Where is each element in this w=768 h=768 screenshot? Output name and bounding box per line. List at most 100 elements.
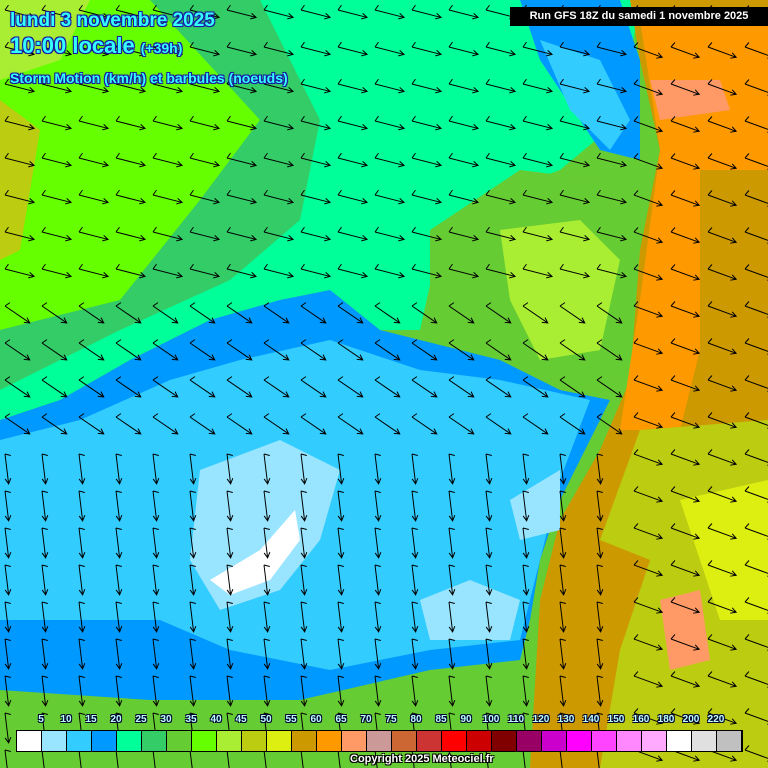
wind-arrow	[41, 490, 49, 522]
wind-arrow	[707, 375, 738, 392]
legend-label: 180	[657, 714, 675, 725]
wind-arrow	[707, 338, 738, 355]
zone-25	[0, 0, 640, 420]
wind-arrow	[189, 453, 197, 485]
legend-swatch	[517, 731, 542, 751]
wind-arrow	[411, 226, 443, 242]
legend-swatch	[692, 731, 717, 751]
wind-arrow	[300, 413, 327, 435]
wind-arrow	[559, 527, 567, 559]
wind-arrow	[4, 675, 12, 707]
wind-arrow	[226, 490, 234, 522]
legend-label: 15	[85, 714, 97, 725]
legend-swatch	[717, 731, 742, 751]
zone-10-south	[420, 580, 520, 640]
wind-arrow	[411, 527, 419, 559]
wind-arrow	[633, 301, 664, 318]
wind-arrow	[4, 413, 31, 435]
wind-arrow	[78, 339, 105, 361]
wind-arrow	[337, 453, 345, 485]
wind-arrow	[485, 41, 517, 57]
legend-swatch	[342, 731, 367, 751]
wind-arrow	[189, 152, 221, 168]
legend-label: 160	[632, 714, 650, 725]
legend-label: 70	[360, 714, 372, 725]
legend-label: 40	[210, 714, 222, 725]
wind-arrow	[263, 601, 271, 633]
wind-arrow	[41, 675, 49, 707]
wind-arrow	[41, 78, 73, 94]
wind-arrow	[226, 675, 234, 707]
legend-swatch	[317, 731, 342, 751]
wind-arrow	[448, 490, 456, 522]
wind-arrow	[189, 4, 221, 20]
wind-arrow	[226, 339, 253, 361]
wind-arrow	[522, 675, 530, 707]
wind-arrow	[670, 116, 701, 133]
zone-45	[0, 0, 90, 80]
wind-arrow	[263, 527, 271, 559]
wind-arrow	[633, 597, 664, 614]
legend-label: 85	[435, 714, 447, 725]
zone-65	[650, 80, 730, 120]
wind-arrow	[78, 78, 110, 94]
wind-arrow	[78, 490, 86, 522]
wind-arrow	[411, 638, 419, 670]
wind-arrow	[226, 376, 253, 398]
wind-arrow	[78, 302, 105, 324]
wind-arrow	[633, 671, 664, 688]
wind-arrow	[744, 597, 768, 614]
wind-arrow	[559, 226, 591, 242]
legend-label: 120	[532, 714, 550, 725]
wind-arrow	[559, 152, 591, 168]
wind-arrow	[522, 339, 549, 361]
wind-arrow	[189, 675, 197, 707]
wind-arrow	[4, 41, 36, 57]
wind-arrow	[485, 115, 517, 131]
wind-arrow	[559, 413, 586, 435]
wind-arrow	[115, 638, 123, 670]
wind-arrow	[448, 263, 480, 279]
wind-arrow	[374, 115, 406, 131]
wind-arrow	[559, 41, 591, 57]
wind-arrow	[300, 564, 308, 596]
wind-arrow	[189, 115, 221, 131]
wind-arrow	[485, 152, 517, 168]
wind-arrow	[152, 675, 160, 707]
wind-arrow	[485, 564, 493, 596]
wind-arrow	[707, 523, 738, 540]
wind-arrow	[522, 226, 554, 242]
wind-arrow	[596, 41, 628, 57]
wind-arrow	[596, 226, 628, 242]
wind-arrow	[300, 638, 308, 670]
wind-arrow	[596, 638, 604, 670]
wind-arrow	[78, 4, 110, 20]
wind-arrow	[41, 527, 49, 559]
wind-arrow	[448, 601, 456, 633]
wind-arrow	[115, 601, 123, 633]
wind-arrow	[411, 152, 443, 168]
legend-swatch	[467, 731, 492, 751]
wind-arrow	[522, 189, 554, 205]
wind-arrow	[485, 226, 517, 242]
wind-arrow	[522, 302, 549, 324]
wind-arrow	[374, 601, 382, 633]
wind-arrow	[41, 302, 68, 324]
wind-arrow	[559, 302, 586, 324]
wind-arrow	[226, 78, 258, 94]
wind-arrow	[374, 339, 401, 361]
wind-arrow	[374, 78, 406, 94]
wind-arrow	[152, 263, 184, 279]
wind-arrow	[448, 41, 480, 57]
zone-60	[620, 20, 768, 430]
wind-arrow	[263, 41, 295, 57]
wind-arrow	[300, 263, 332, 279]
wind-arrow	[41, 453, 49, 485]
wind-arrow	[411, 675, 419, 707]
wind-arrow	[559, 601, 567, 633]
wind-arrow	[115, 564, 123, 596]
wind-arrow	[78, 115, 110, 131]
legend-swatch	[642, 731, 667, 751]
wind-arrow	[263, 152, 295, 168]
